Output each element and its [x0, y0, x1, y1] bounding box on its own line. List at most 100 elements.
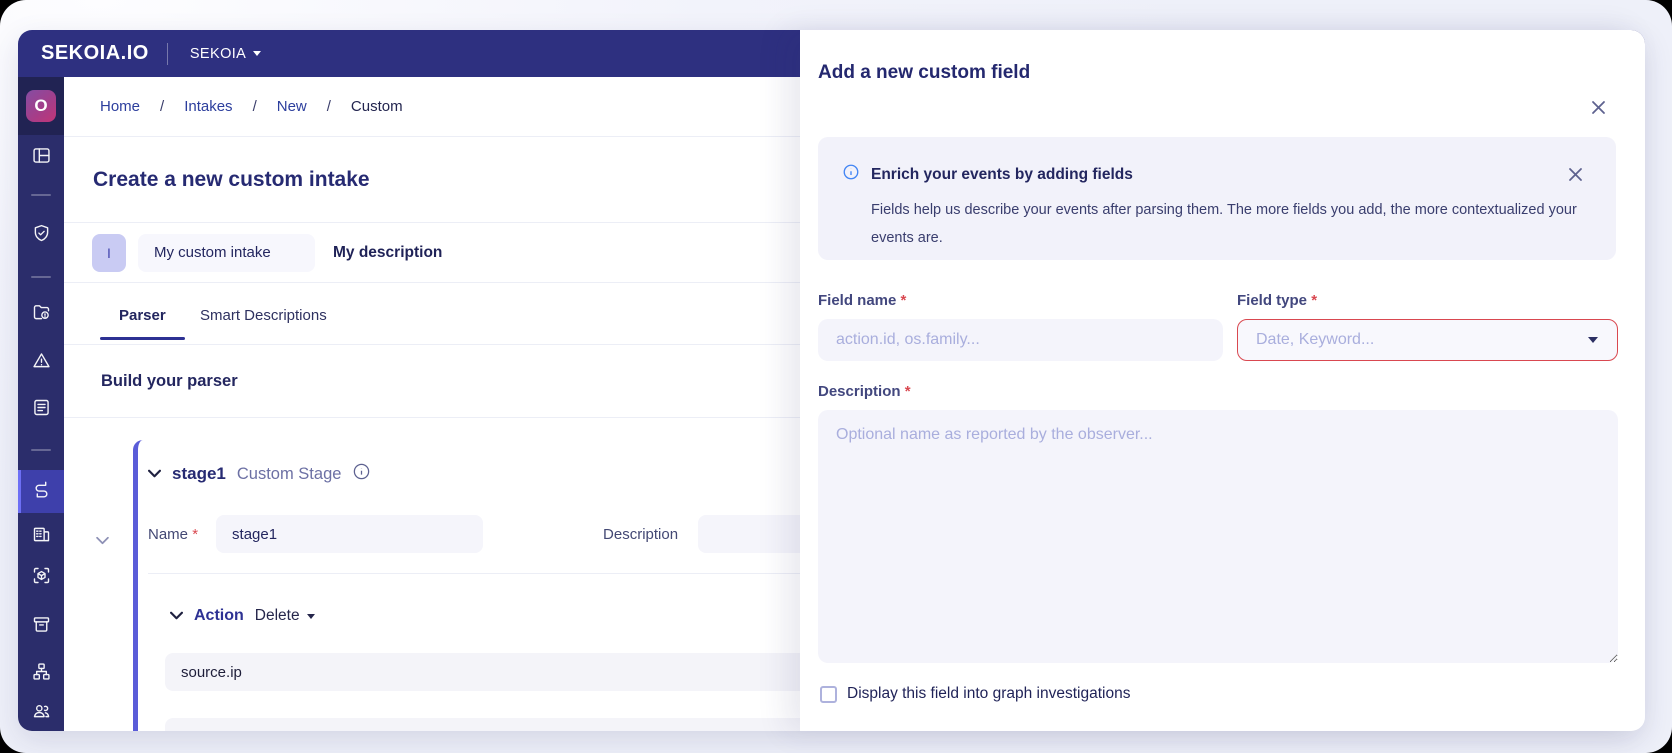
- drawer-close-button[interactable]: [1584, 93, 1612, 121]
- stage-fields-row: Name * Description: [148, 515, 800, 553]
- sidebar-item-intakes[interactable]: [18, 470, 64, 513]
- intake-name-input[interactable]: [138, 233, 315, 272]
- field-form-grid: Field name * Field type *: [818, 292, 1618, 361]
- tab-parser[interactable]: Parser: [119, 307, 166, 324]
- app-window: SEKOIA.IO SEKOIA O: [18, 30, 1645, 731]
- breadcrumb-custom: Custom: [350, 98, 403, 115]
- sidebar-item-dashboard[interactable]: [18, 138, 64, 178]
- collapse-stage-chevron[interactable]: [96, 532, 109, 550]
- stage-name-input[interactable]: [216, 515, 484, 553]
- build-parser-heading: Build your parser: [101, 371, 238, 390]
- graph-investigations-checkbox[interactable]: [820, 685, 837, 703]
- parser-builder-area: stage1 Custom Stage Name * Description: [64, 418, 800, 731]
- field-type-select-input[interactable]: [1237, 319, 1618, 361]
- main-content: Home / Intakes / New / Custom Create a n…: [64, 77, 800, 731]
- building-icon: [31, 524, 52, 550]
- topbar-divider: [166, 42, 168, 65]
- sekoia-logo: SEKOIA.IO: [41, 42, 149, 64]
- organization-name: SEKOIA: [189, 45, 247, 62]
- dashboard-icon: [31, 145, 52, 171]
- chevron-down-icon[interactable]: [170, 607, 183, 625]
- sidebar-divider: [31, 449, 51, 451]
- graph-investigations-checkbox-row: Display this field into graph investigat…: [820, 685, 1130, 703]
- stage-name-label: Name *: [148, 525, 199, 543]
- info-circle-icon: [842, 163, 860, 186]
- description-textarea[interactable]: [818, 410, 1618, 663]
- chevron-down-icon: [306, 613, 315, 619]
- organization-switcher[interactable]: SEKOIA: [189, 45, 262, 62]
- intake-description-field[interactable]: My description: [333, 243, 443, 261]
- stage-type-label: Custom Stage: [236, 464, 342, 483]
- sidebar-divider: [31, 276, 51, 278]
- stage-description-input[interactable]: [698, 515, 800, 553]
- sidebar: O: [18, 77, 64, 731]
- required-asterisk: *: [192, 525, 199, 543]
- info-banner-title: Enrich your events by adding fields: [871, 165, 1133, 183]
- add-custom-field-drawer: Add a new custom field Enrich your event…: [800, 30, 1645, 731]
- info-banner-close-button[interactable]: [1564, 163, 1586, 185]
- field-name-input[interactable]: [818, 319, 1223, 361]
- breadcrumb: Home / Intakes / New / Custom: [64, 77, 800, 137]
- sidebar-item-playbooks[interactable]: [18, 654, 64, 694]
- avatar[interactable]: O: [26, 90, 56, 122]
- description-label: Description *: [818, 383, 911, 400]
- intake-format-badge: I: [92, 233, 126, 272]
- sidebar-item-archives[interactable]: [18, 607, 64, 647]
- sidebar-item-cases[interactable]: [18, 295, 64, 335]
- action-delete-menu[interactable]: Delete: [255, 607, 315, 625]
- info-icon[interactable]: [352, 462, 371, 486]
- required-asterisk: *: [1311, 292, 1318, 309]
- drawer-title: Add a new custom field: [818, 62, 1031, 83]
- avatar-cell[interactable]: O: [18, 77, 64, 135]
- folder-alert-icon: [31, 302, 52, 328]
- sidebar-item-organizations[interactable]: [18, 517, 64, 557]
- sidebar-item-alerts[interactable]: [18, 343, 64, 383]
- sidebar-item-security[interactable]: [18, 216, 64, 256]
- breadcrumb-new[interactable]: New: [276, 98, 307, 115]
- action-field-input[interactable]: [165, 718, 800, 731]
- chevron-down-icon[interactable]: [148, 465, 161, 483]
- shield-check-icon: [31, 223, 52, 249]
- object-scan-icon: [31, 565, 52, 591]
- intake-header-row: I My description: [64, 223, 800, 283]
- stage-card: stage1 Custom Stage Name * Description: [133, 440, 800, 731]
- info-banner-header: Enrich your events by adding fields: [842, 163, 1592, 186]
- stage-header: stage1 Custom Stage: [148, 462, 371, 486]
- page-title: Create a new custom intake: [93, 167, 370, 191]
- field-type-select[interactable]: [1237, 319, 1618, 361]
- hierarchy-icon: [31, 661, 52, 687]
- breadcrumb-separator: /: [252, 98, 257, 115]
- field-name-label: Field name *: [818, 292, 907, 309]
- action-field-input[interactable]: source.ip: [165, 653, 800, 691]
- field-type-label: Field type *: [1237, 292, 1318, 309]
- info-banner-body: Fields help us describe your events afte…: [871, 202, 1577, 246]
- stage-description-label: Description: [603, 525, 679, 543]
- required-asterisk: *: [900, 292, 907, 309]
- active-tab-underline: [100, 337, 185, 340]
- sidebar-item-objects[interactable]: [18, 558, 64, 598]
- tab-bar: Parser Smart Descriptions: [64, 283, 800, 345]
- stage-name: stage1: [172, 464, 226, 483]
- action-row: Action Delete: [170, 600, 315, 632]
- warning-triangle-icon: [31, 350, 52, 376]
- graph-investigations-checkbox-label: Display this field into graph investigat…: [847, 685, 1131, 702]
- sidebar-item-users[interactable]: [18, 693, 64, 733]
- divider: [148, 573, 800, 574]
- sidebar-item-events[interactable]: [18, 390, 64, 430]
- archive-box-icon: [31, 614, 52, 640]
- info-banner: Enrich your events by adding fields Fiel…: [818, 137, 1616, 260]
- page-header: Create a new custom intake: [64, 137, 800, 223]
- action-section-title: Action: [194, 607, 244, 624]
- build-parser-header: Build your parser: [64, 345, 800, 418]
- notes-icon: [31, 397, 52, 423]
- sidebar-divider: [31, 194, 51, 196]
- intake-cable-icon: [31, 479, 52, 505]
- breadcrumb-home[interactable]: Home: [100, 98, 141, 115]
- tab-smart-descriptions[interactable]: Smart Descriptions: [200, 307, 327, 324]
- breadcrumb-intakes[interactable]: Intakes: [184, 98, 233, 115]
- chevron-down-icon: [253, 51, 262, 56]
- users-icon: [31, 700, 52, 726]
- action-field-value: source.ip: [181, 663, 242, 681]
- breadcrumb-separator: /: [160, 98, 165, 115]
